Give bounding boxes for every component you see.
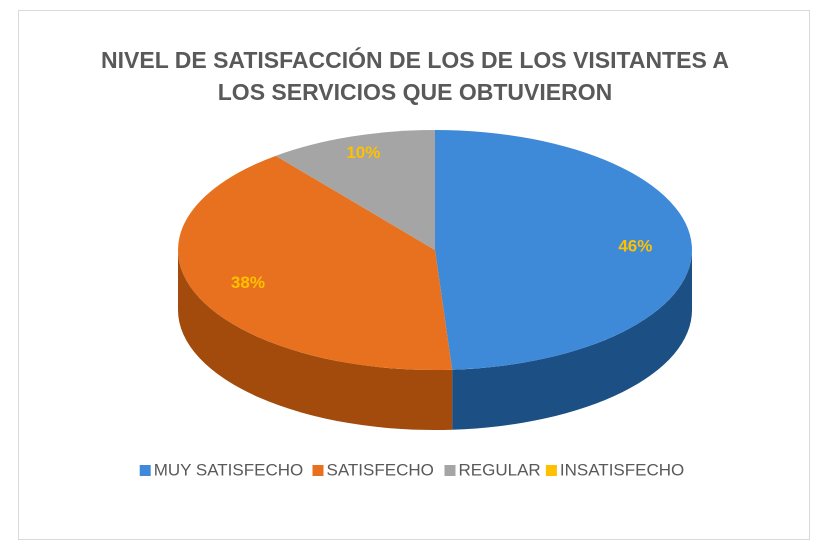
data-label: 38% xyxy=(231,273,265,292)
legend-label: MUY SATISFECHO xyxy=(154,460,304,479)
legend-label: REGULAR xyxy=(459,460,541,479)
pie-slice xyxy=(435,130,693,370)
chart-frame xyxy=(18,10,810,540)
pie-side xyxy=(178,250,453,431)
legend-label: SATISFECHO xyxy=(327,460,434,479)
legend-swatch xyxy=(139,465,151,476)
data-label: 46% xyxy=(618,236,652,255)
pie-side xyxy=(452,250,692,430)
pie-slice xyxy=(275,130,435,250)
legend-swatch xyxy=(545,465,557,476)
legend-swatch xyxy=(444,465,456,476)
data-label: 10% xyxy=(346,143,380,162)
chart-title: NIVEL DE SATISFACCIÓN DE LOS DE LOS VISI… xyxy=(101,47,729,105)
legend-swatch xyxy=(312,465,324,476)
pie-slice xyxy=(177,155,453,370)
legend-label: INSATISFECHO xyxy=(560,460,684,479)
